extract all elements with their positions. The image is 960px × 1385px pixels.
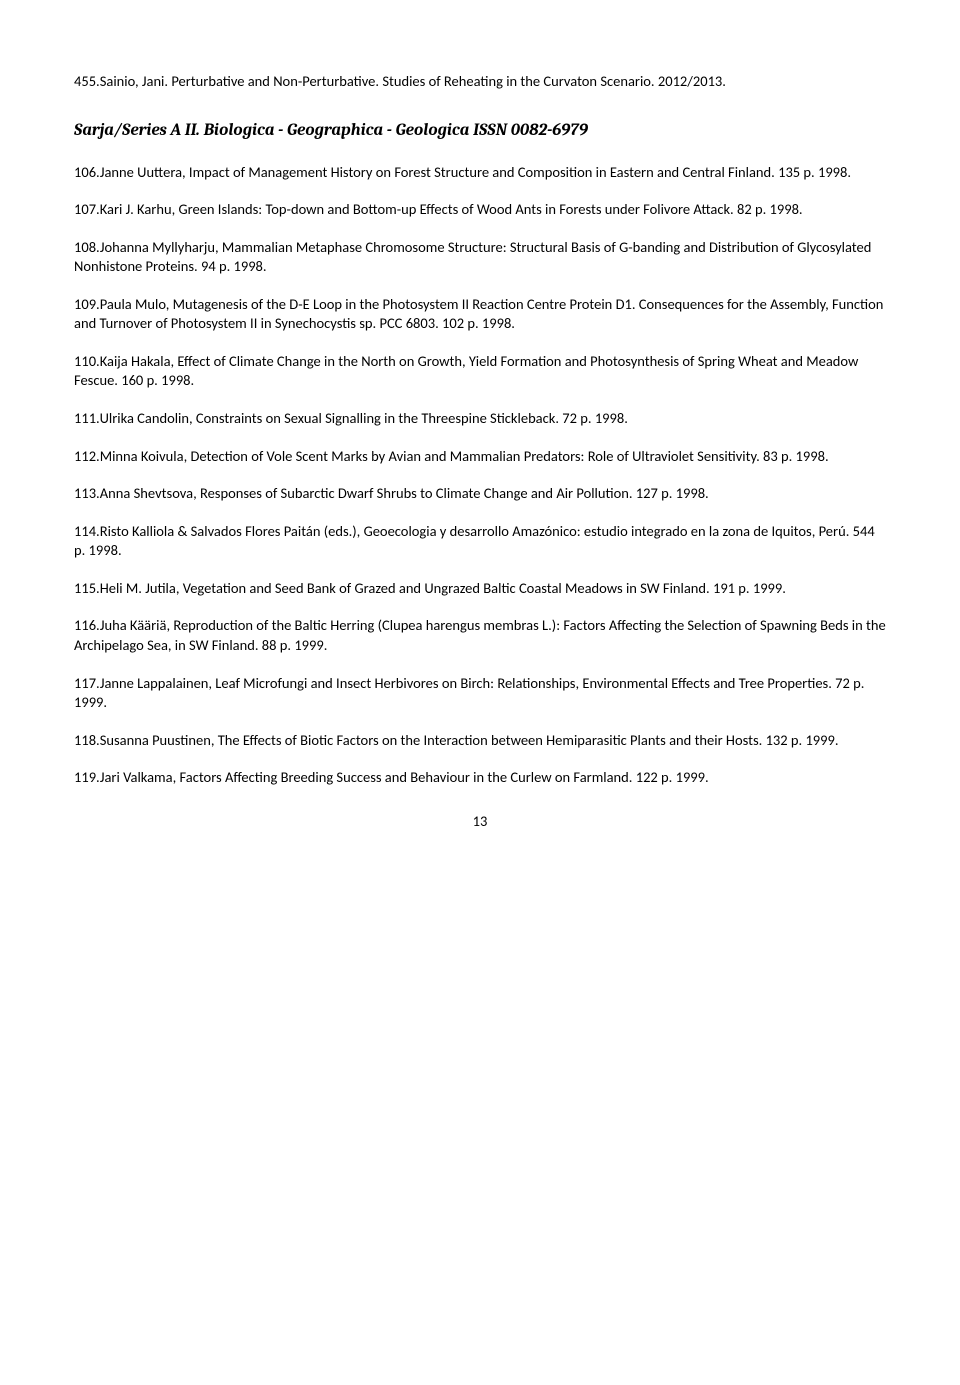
- bibliography-entry: 109.Paula Mulo, Mutagenesis of the D-E L…: [74, 295, 886, 334]
- bibliography-entry: 106.Janne Uuttera, Impact of Management …: [74, 163, 886, 183]
- bibliography-entry: 111.Ulrika Candolin, Constraints on Sexu…: [74, 409, 886, 429]
- bibliography-entry: 455.Sainio, Jani. Perturbative and Non-P…: [74, 72, 886, 92]
- bibliography-entry: 117.Janne Lappalainen, Leaf Microfungi a…: [74, 674, 886, 713]
- bibliography-entry: 114.Risto Kalliola & Salvados Flores Pai…: [74, 522, 886, 561]
- bibliography-entry: 118.Susanna Puustinen, The Effects of Bi…: [74, 731, 886, 751]
- bibliography-entry: 115.Heli M. Jutila, Vegetation and Seed …: [74, 579, 886, 599]
- bibliography-entry: 107.Kari J. Karhu, Green Islands: Top-do…: [74, 200, 886, 220]
- bibliography-entry: 119.Jari Valkama, Factors Affecting Bree…: [74, 768, 886, 788]
- bibliography-entry: 112.Minna Koivula, Detection of Vole Sce…: [74, 447, 886, 467]
- bibliography-entry: 113.Anna Shevtsova, Responses of Subarct…: [74, 484, 886, 504]
- series-heading: Sarja/Series A II. Biologica - Geographi…: [74, 120, 886, 143]
- bibliography-entry: 110.Kaija Hakala, Effect of Climate Chan…: [74, 352, 886, 391]
- bibliography-entry: 108.Johanna Myllyharju, Mammalian Metaph…: [74, 238, 886, 277]
- bibliography-entry: 116.Juha Kääriä, Reproduction of the Bal…: [74, 616, 886, 655]
- page-number: 13: [74, 812, 886, 832]
